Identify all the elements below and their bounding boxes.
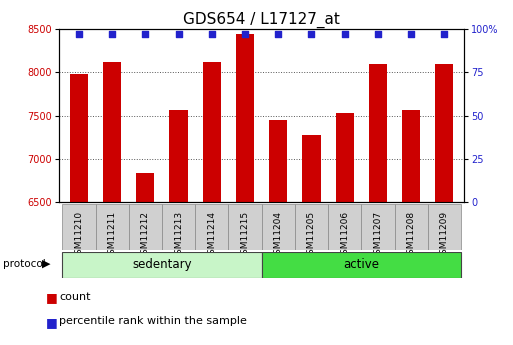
Bar bbox=[103, 62, 121, 202]
Bar bbox=[361, 204, 394, 250]
Text: GSM11205: GSM11205 bbox=[307, 210, 316, 260]
Text: GSM11212: GSM11212 bbox=[141, 210, 150, 259]
Bar bbox=[336, 113, 354, 202]
Point bbox=[341, 31, 349, 36]
Text: GSM11214: GSM11214 bbox=[207, 210, 216, 259]
Point bbox=[108, 31, 116, 36]
Text: GSM11204: GSM11204 bbox=[274, 210, 283, 259]
Point bbox=[374, 31, 382, 36]
Bar bbox=[295, 204, 328, 250]
Bar bbox=[328, 204, 361, 250]
Bar bbox=[435, 64, 453, 202]
Point bbox=[141, 31, 149, 36]
Point bbox=[241, 31, 249, 36]
Bar bbox=[62, 204, 95, 250]
Bar bbox=[394, 204, 428, 250]
Bar bbox=[62, 252, 262, 278]
Point bbox=[174, 31, 183, 36]
Text: GSM11208: GSM11208 bbox=[407, 210, 416, 260]
Bar bbox=[70, 74, 88, 202]
Text: count: count bbox=[59, 292, 90, 302]
Bar bbox=[95, 204, 129, 250]
Bar bbox=[402, 110, 420, 202]
Point bbox=[407, 31, 415, 36]
Bar bbox=[262, 252, 461, 278]
Text: protocol: protocol bbox=[3, 259, 45, 269]
Text: percentile rank within the sample: percentile rank within the sample bbox=[59, 316, 247, 326]
Point bbox=[208, 31, 216, 36]
Text: GSM11209: GSM11209 bbox=[440, 210, 449, 260]
Text: ▶: ▶ bbox=[42, 259, 51, 269]
Text: GSM11211: GSM11211 bbox=[108, 210, 116, 260]
Text: GSM11207: GSM11207 bbox=[373, 210, 382, 260]
Point bbox=[75, 31, 83, 36]
Text: GSM11213: GSM11213 bbox=[174, 210, 183, 260]
Bar bbox=[269, 120, 287, 202]
Point bbox=[440, 31, 448, 36]
Text: active: active bbox=[343, 258, 379, 271]
Text: GSM11215: GSM11215 bbox=[241, 210, 249, 260]
Text: ■: ■ bbox=[46, 316, 58, 329]
Bar bbox=[236, 34, 254, 202]
Bar bbox=[136, 172, 154, 202]
Bar bbox=[162, 204, 195, 250]
Bar bbox=[262, 204, 295, 250]
Text: sedentary: sedentary bbox=[132, 258, 192, 271]
Bar bbox=[302, 136, 321, 202]
Bar bbox=[129, 204, 162, 250]
Bar bbox=[369, 64, 387, 202]
Point bbox=[307, 31, 315, 36]
Text: ■: ■ bbox=[46, 292, 58, 305]
Bar bbox=[195, 204, 228, 250]
Bar bbox=[428, 204, 461, 250]
Bar bbox=[169, 110, 188, 202]
Title: GDS654 / L17127_at: GDS654 / L17127_at bbox=[183, 12, 340, 28]
Bar bbox=[203, 62, 221, 202]
Point bbox=[274, 31, 282, 36]
Bar bbox=[228, 204, 262, 250]
Text: GSM11210: GSM11210 bbox=[74, 210, 84, 260]
Text: GSM11206: GSM11206 bbox=[340, 210, 349, 260]
